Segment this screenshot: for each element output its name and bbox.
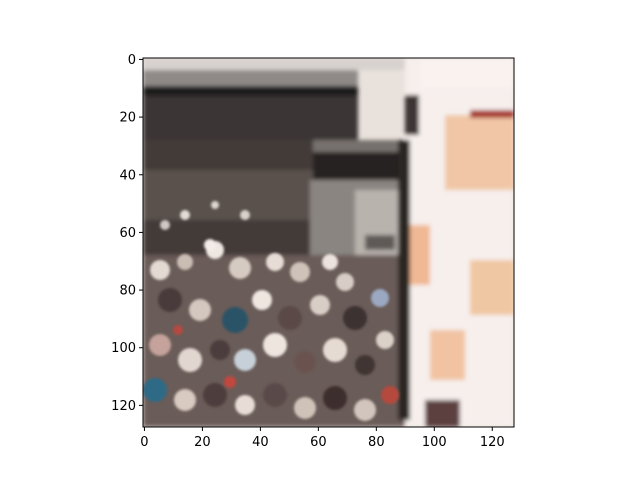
x-axis-ticks: 0 20 40 60 80 100 120	[140, 427, 505, 450]
x-tick-label: 80	[368, 435, 385, 450]
x-tick-label: 20	[194, 435, 211, 450]
y-tick-label: 60	[119, 226, 136, 241]
y-tick-label: 0	[128, 53, 136, 68]
y-tick-label: 120	[111, 399, 136, 414]
x-tick-label: 100	[422, 435, 447, 450]
x-tick-label: 120	[480, 435, 505, 450]
y-tick-label: 40	[119, 168, 136, 183]
x-tick-label: 60	[310, 435, 327, 450]
photo-image	[143, 58, 514, 427]
y-tick-label: 20	[119, 111, 136, 126]
y-tick-label: 100	[111, 341, 136, 356]
y-axis-ticks: 0 20 40 60 80 100 120	[111, 53, 143, 414]
axes-frame	[142, 57, 515, 428]
x-tick-label: 0	[140, 435, 148, 450]
y-tick-label: 80	[119, 284, 136, 299]
x-tick-label: 40	[252, 435, 269, 450]
